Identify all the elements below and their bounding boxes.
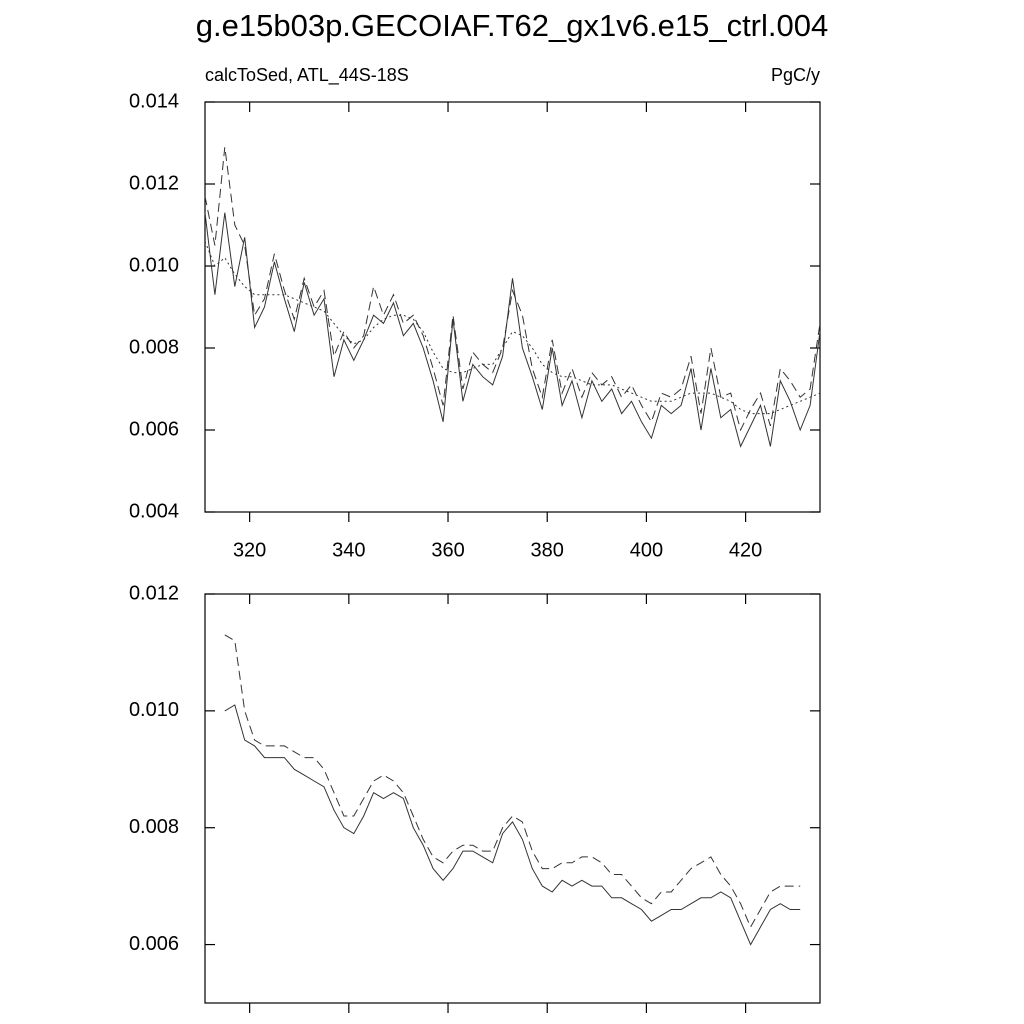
y-tick-label: 0.014 [129,90,179,112]
y-tick-label: 0.012 [129,172,179,194]
y-tick-label: 0.008 [129,816,179,838]
subtitle: calcToSed, ATL_44S-18S [205,65,409,86]
x-tick-label: 400 [630,539,663,561]
x-tick-label: 420 [729,539,762,561]
series-line [204,241,821,415]
plot-frame [204,593,821,1004]
y-tick-label: 0.008 [129,336,179,358]
plot-frame [204,101,821,513]
series-line [224,704,801,946]
units-label: PgC/y [771,65,820,85]
x-tick-label: 380 [531,539,564,561]
series-line [204,147,821,432]
y-tick-label: 0.010 [129,699,179,721]
y-tick-label: 0.004 [129,500,179,522]
x-tick-label: 320 [233,539,266,561]
y-tick-label: 0.006 [129,933,179,955]
figure-title: g.e15b03p.GECOIAF.T62_gx1v6.e15_ctrl.004 [196,8,828,43]
y-tick-label: 0.012 [129,582,179,604]
series-line [224,634,801,929]
x-tick-label: 360 [431,539,464,561]
x-tick-label: 340 [332,539,365,561]
series-line [204,212,821,448]
y-tick-label: 0.006 [129,418,179,440]
y-tick-label: 0.010 [129,254,179,276]
